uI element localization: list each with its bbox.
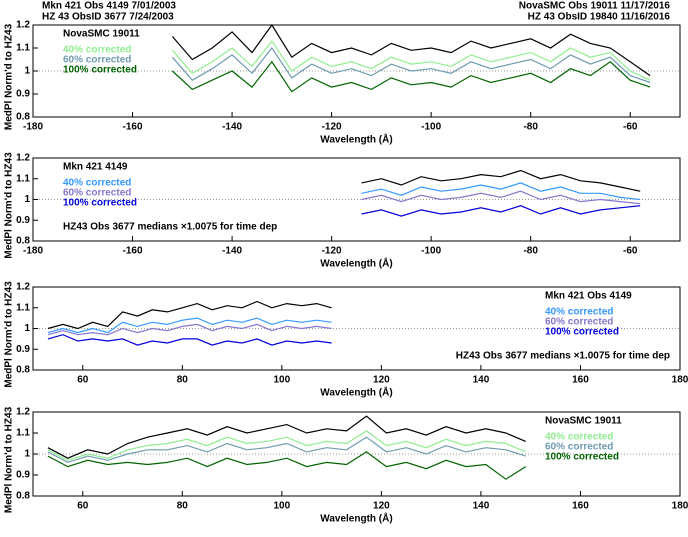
data-line	[361, 182, 641, 201]
annotation: NovaSMC 19011	[63, 29, 140, 40]
y-tick-label: 0.9	[16, 89, 30, 100]
y-tick-label: 1	[24, 66, 30, 77]
data-line	[171, 60, 651, 93]
legend-entry: 60% corrected	[63, 188, 131, 199]
x-tick-label: -160	[123, 122, 143, 133]
y-axis-label: MedPl Norm'd to HZ43	[4, 406, 15, 513]
y-axis-label: MedPl Norm'd to HZ43	[4, 281, 15, 388]
x-tick-label: 60	[77, 501, 89, 512]
data-line	[47, 436, 526, 464]
legend-entry: 40% corrected	[63, 45, 131, 56]
y-tick-label: 1	[24, 449, 30, 460]
annotation: HZ43 Obs 3677 medians ×1.0075 for time d…	[63, 222, 277, 233]
y-tick-label: 1.2	[16, 153, 30, 164]
data-line	[171, 40, 651, 81]
x-tick-label: 80	[177, 501, 189, 512]
y-tick-label: 1	[24, 323, 30, 334]
y-tick-label: 1.2	[16, 282, 30, 293]
x-tick-label: -60	[623, 122, 638, 133]
x-tick-label: 180	[672, 375, 688, 386]
legend-entry: 40% corrected	[545, 432, 613, 443]
annotation: Mkn 421 4149	[63, 162, 128, 173]
y-tick-label: 0.8	[16, 236, 30, 247]
data-line	[361, 169, 641, 192]
data-line	[47, 451, 527, 480]
x-tick-label: -140	[222, 246, 242, 257]
annotation: NovaSMC 19011	[545, 416, 622, 427]
legend-entry: 100% corrected	[545, 452, 619, 463]
x-tick-label: -180	[23, 122, 43, 133]
x-axis-label: Wavelength (Å)	[320, 386, 392, 399]
x-tick-label: -140	[222, 122, 242, 133]
x-tick-label: 160	[572, 375, 589, 386]
x-tick-label: 120	[373, 501, 390, 512]
annotation: HZ43 Obs 3677 medians ×1.0075 for time d…	[456, 351, 670, 362]
data-line	[47, 334, 332, 346]
y-tick-label: 1.2	[16, 407, 30, 418]
y-tick-label: 0.8	[16, 365, 30, 376]
x-axis-label: Wavelength (Å)	[320, 257, 392, 270]
legend-entry: 40% corrected	[545, 307, 613, 318]
y-tick-label: 1.2	[16, 20, 30, 31]
x-tick-label: 100	[274, 375, 291, 386]
x-axis-label: Wavelength (Å)	[320, 133, 392, 146]
y-axis-label: MedPl Norm'd to HZ43	[4, 23, 15, 130]
x-tick-label: -100	[421, 122, 441, 133]
y-tick-label: 0.9	[16, 215, 30, 226]
data-line	[171, 23, 651, 77]
y-tick-label: 0.8	[16, 112, 30, 123]
x-axis-label: Wavelength (Å)	[320, 512, 392, 525]
legend-entry: 100% corrected	[545, 327, 619, 338]
legend-entry: 100% corrected	[63, 198, 137, 209]
x-tick-label: 60	[77, 375, 89, 386]
y-tick-label: 1.1	[16, 428, 30, 439]
data-line	[361, 205, 641, 217]
x-tick-label: -80	[523, 246, 538, 257]
x-tick-label: -80	[523, 122, 538, 133]
x-tick-label: 160	[572, 501, 589, 512]
x-tick-label: -120	[322, 246, 342, 257]
y-axis-label: MedPl Norm'd to HZ43	[4, 152, 15, 259]
legend-entry: 40% corrected	[63, 178, 131, 189]
y-tick-label: 1.1	[16, 302, 30, 313]
x-tick-label: -100	[421, 246, 441, 257]
x-tick-label: -160	[123, 246, 143, 257]
data-line	[47, 415, 526, 459]
header-left: Mkn 421 Obs 4149 7/01/2003	[42, 1, 176, 12]
x-tick-label: -60	[623, 246, 638, 257]
x-tick-label: 140	[473, 501, 490, 512]
legend-entry: 100% corrected	[63, 65, 137, 76]
legend-entry: 60% corrected	[545, 317, 613, 328]
y-tick-label: 0.8	[16, 491, 30, 502]
legend-entry: 60% corrected	[545, 442, 613, 453]
header-right: NovaSMC Obs 19011 11/17/2016	[519, 1, 671, 12]
y-tick-label: 0.9	[16, 344, 30, 355]
data-line	[47, 317, 332, 334]
y-tick-label: 1.1	[16, 43, 30, 54]
legend-entry: 60% corrected	[63, 55, 131, 66]
data-line	[171, 46, 651, 84]
data-line	[47, 323, 332, 336]
y-tick-label: 0.9	[16, 470, 30, 481]
header-right: HZ 43 ObsID 19840 11/16/2016	[528, 12, 671, 23]
y-tick-label: 1.1	[16, 173, 30, 184]
y-tick-label: 1	[24, 194, 30, 205]
x-tick-label: 140	[473, 375, 490, 386]
x-tick-label: -180	[23, 246, 43, 257]
data-line	[47, 430, 526, 461]
x-tick-label: -120	[322, 122, 342, 133]
x-tick-label: 100	[274, 501, 291, 512]
header-left: HZ 43 ObsID 3677 7/24/2003	[42, 12, 174, 23]
x-tick-label: 180	[672, 501, 688, 512]
annotation: Mkn 421 Obs 4149	[545, 291, 632, 302]
data-line	[361, 190, 641, 205]
data-line	[47, 300, 332, 330]
x-tick-label: 80	[177, 375, 189, 386]
x-tick-label: 120	[373, 375, 390, 386]
